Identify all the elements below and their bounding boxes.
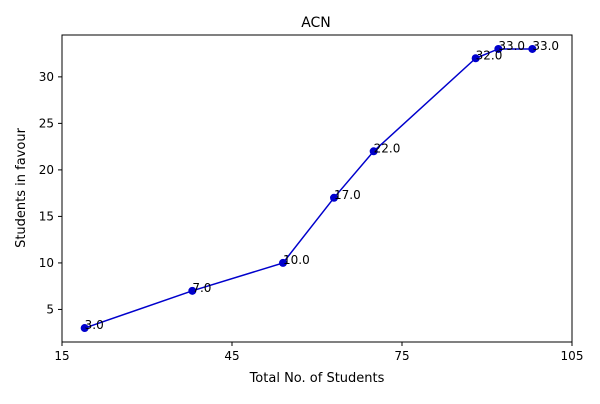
data-label: 33.0: [498, 39, 525, 53]
y-tick-label: 25: [39, 116, 54, 130]
data-point: [471, 54, 480, 63]
data-label: 7.0: [192, 281, 211, 295]
y-tick-label: 15: [39, 209, 54, 223]
y-tick-label: 10: [39, 256, 54, 270]
series-group: 3.07.010.017.022.032.033.0 33.0: [80, 39, 559, 333]
x-tick-label: 45: [224, 349, 239, 363]
y-tick-label: 30: [39, 70, 54, 84]
data-point: [494, 44, 503, 53]
data-point: [528, 44, 537, 53]
x-tick-label: 105: [561, 349, 584, 363]
x-tick-label: 15: [54, 349, 69, 363]
series-line: [84, 48, 533, 329]
plot-area: [61, 34, 573, 343]
x-axis-ticks: 15 45 75 105: [54, 342, 583, 363]
x-axis-label: Total No. of Students: [249, 371, 385, 386]
data-label: 10.0: [283, 253, 310, 267]
data-point: [80, 324, 89, 333]
data-point: [369, 147, 378, 156]
y-tick-label: 5: [46, 302, 54, 316]
y-axis-ticks: 5 10 15 20 25 30: [39, 70, 62, 316]
data-point: [330, 193, 338, 202]
y-tick-label: 20: [39, 163, 54, 177]
data-point: [279, 258, 287, 267]
chart-title: ACN: [301, 15, 331, 31]
data-label: 3.0: [85, 318, 104, 332]
y-axis-label: Students in favour: [14, 127, 29, 247]
data-label: 33.0: [532, 39, 559, 53]
data-label: 22.0: [374, 141, 401, 155]
data-point: [188, 286, 197, 295]
x-tick-label: 75: [394, 349, 409, 363]
data-label: 17.0: [334, 188, 361, 202]
data-label: 32.0: [476, 48, 503, 62]
